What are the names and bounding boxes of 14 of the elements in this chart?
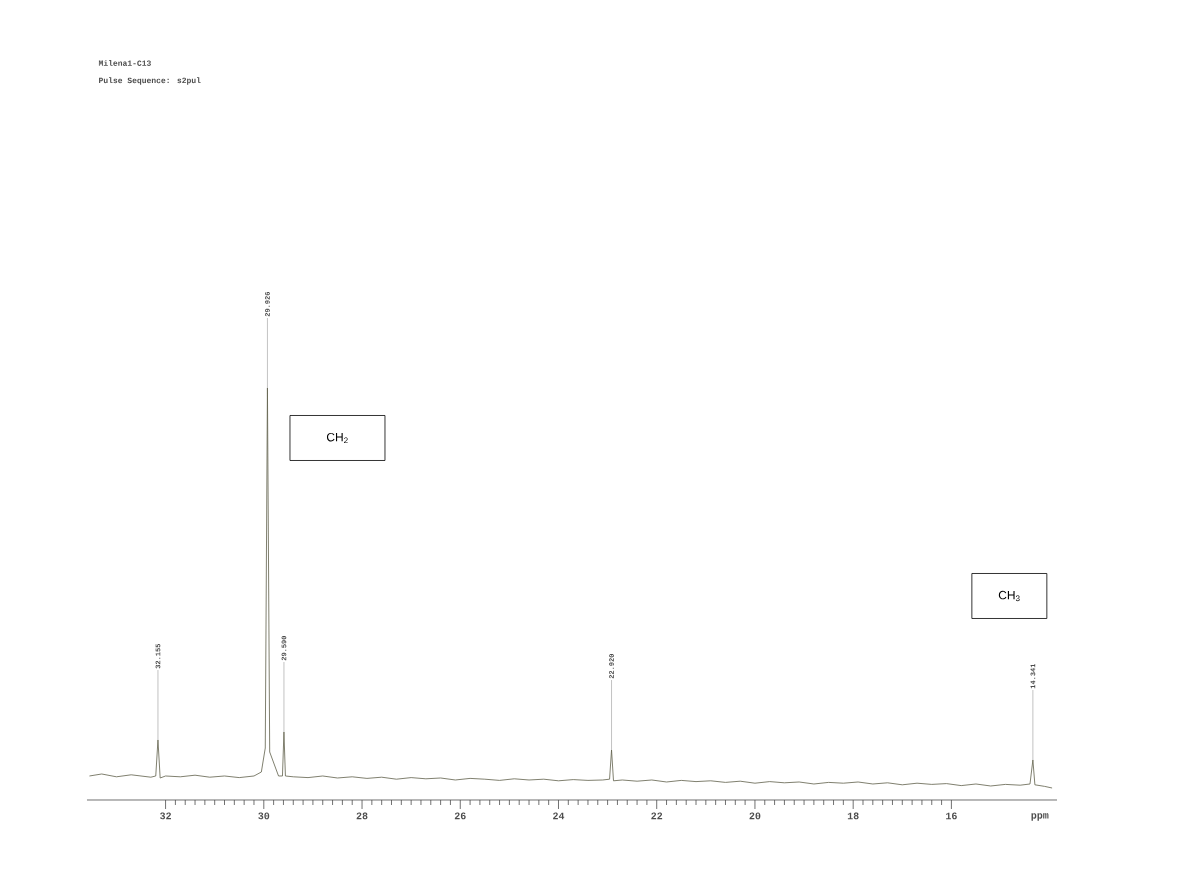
x-tick-label: 20 xyxy=(749,812,761,820)
x-tick-label: 28 xyxy=(356,812,368,820)
chart-subtitle: Pulse Sequence: s2pul xyxy=(99,77,201,85)
x-tick-label: 22 xyxy=(651,812,663,820)
x-tick-label: 24 xyxy=(553,812,565,820)
annotation: CH$_{3}$ xyxy=(998,590,1020,602)
annotation: CH$_{2}$ xyxy=(326,432,348,444)
x-tick-label: 18 xyxy=(847,812,859,820)
x-tick-label: 30 xyxy=(258,812,270,820)
x-tick-label: 32 xyxy=(160,812,171,820)
chart-title: Milena1-C13 xyxy=(98,60,151,66)
x-tick-label: 16 xyxy=(946,812,957,820)
x-tick-label: 26 xyxy=(454,812,466,820)
x-axis-title: ppm xyxy=(1031,813,1049,821)
